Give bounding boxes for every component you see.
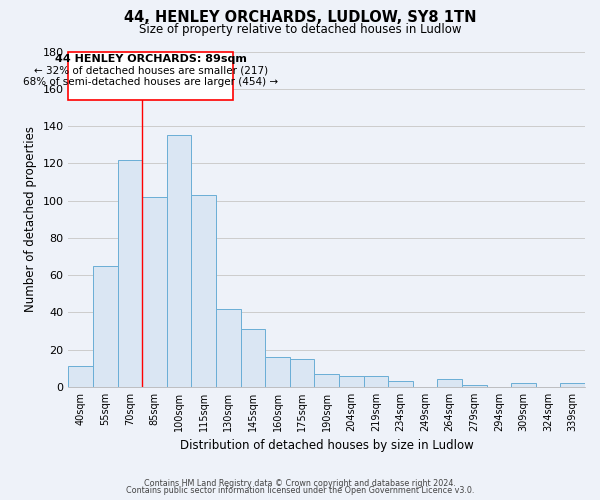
Bar xyxy=(388,382,413,387)
Text: Size of property relative to detached houses in Ludlow: Size of property relative to detached ho… xyxy=(139,22,461,36)
Bar xyxy=(437,380,462,387)
Text: 44, HENLEY ORCHARDS, LUDLOW, SY8 1TN: 44, HENLEY ORCHARDS, LUDLOW, SY8 1TN xyxy=(124,10,476,25)
Text: Contains public sector information licensed under the Open Government Licence v3: Contains public sector information licen… xyxy=(126,486,474,495)
Bar xyxy=(241,329,265,387)
Bar xyxy=(93,266,118,387)
Bar xyxy=(290,359,314,387)
Bar xyxy=(339,376,364,387)
Bar xyxy=(314,374,339,387)
Bar xyxy=(216,308,241,387)
Bar xyxy=(265,357,290,387)
Bar xyxy=(511,383,536,387)
Text: ← 32% of detached houses are smaller (217): ← 32% of detached houses are smaller (21… xyxy=(34,66,268,76)
X-axis label: Distribution of detached houses by size in Ludlow: Distribution of detached houses by size … xyxy=(180,440,473,452)
Text: 68% of semi-detached houses are larger (454) →: 68% of semi-detached houses are larger (… xyxy=(23,76,278,86)
Bar xyxy=(364,376,388,387)
Bar xyxy=(167,136,191,387)
Text: 44 HENLEY ORCHARDS: 89sqm: 44 HENLEY ORCHARDS: 89sqm xyxy=(55,54,247,64)
Y-axis label: Number of detached properties: Number of detached properties xyxy=(24,126,37,312)
Bar xyxy=(142,197,167,387)
Bar xyxy=(462,385,487,387)
Bar xyxy=(118,160,142,387)
Bar xyxy=(68,366,93,387)
Text: Contains HM Land Registry data © Crown copyright and database right 2024.: Contains HM Land Registry data © Crown c… xyxy=(144,478,456,488)
FancyBboxPatch shape xyxy=(68,52,233,100)
Bar xyxy=(191,195,216,387)
Bar xyxy=(560,383,585,387)
